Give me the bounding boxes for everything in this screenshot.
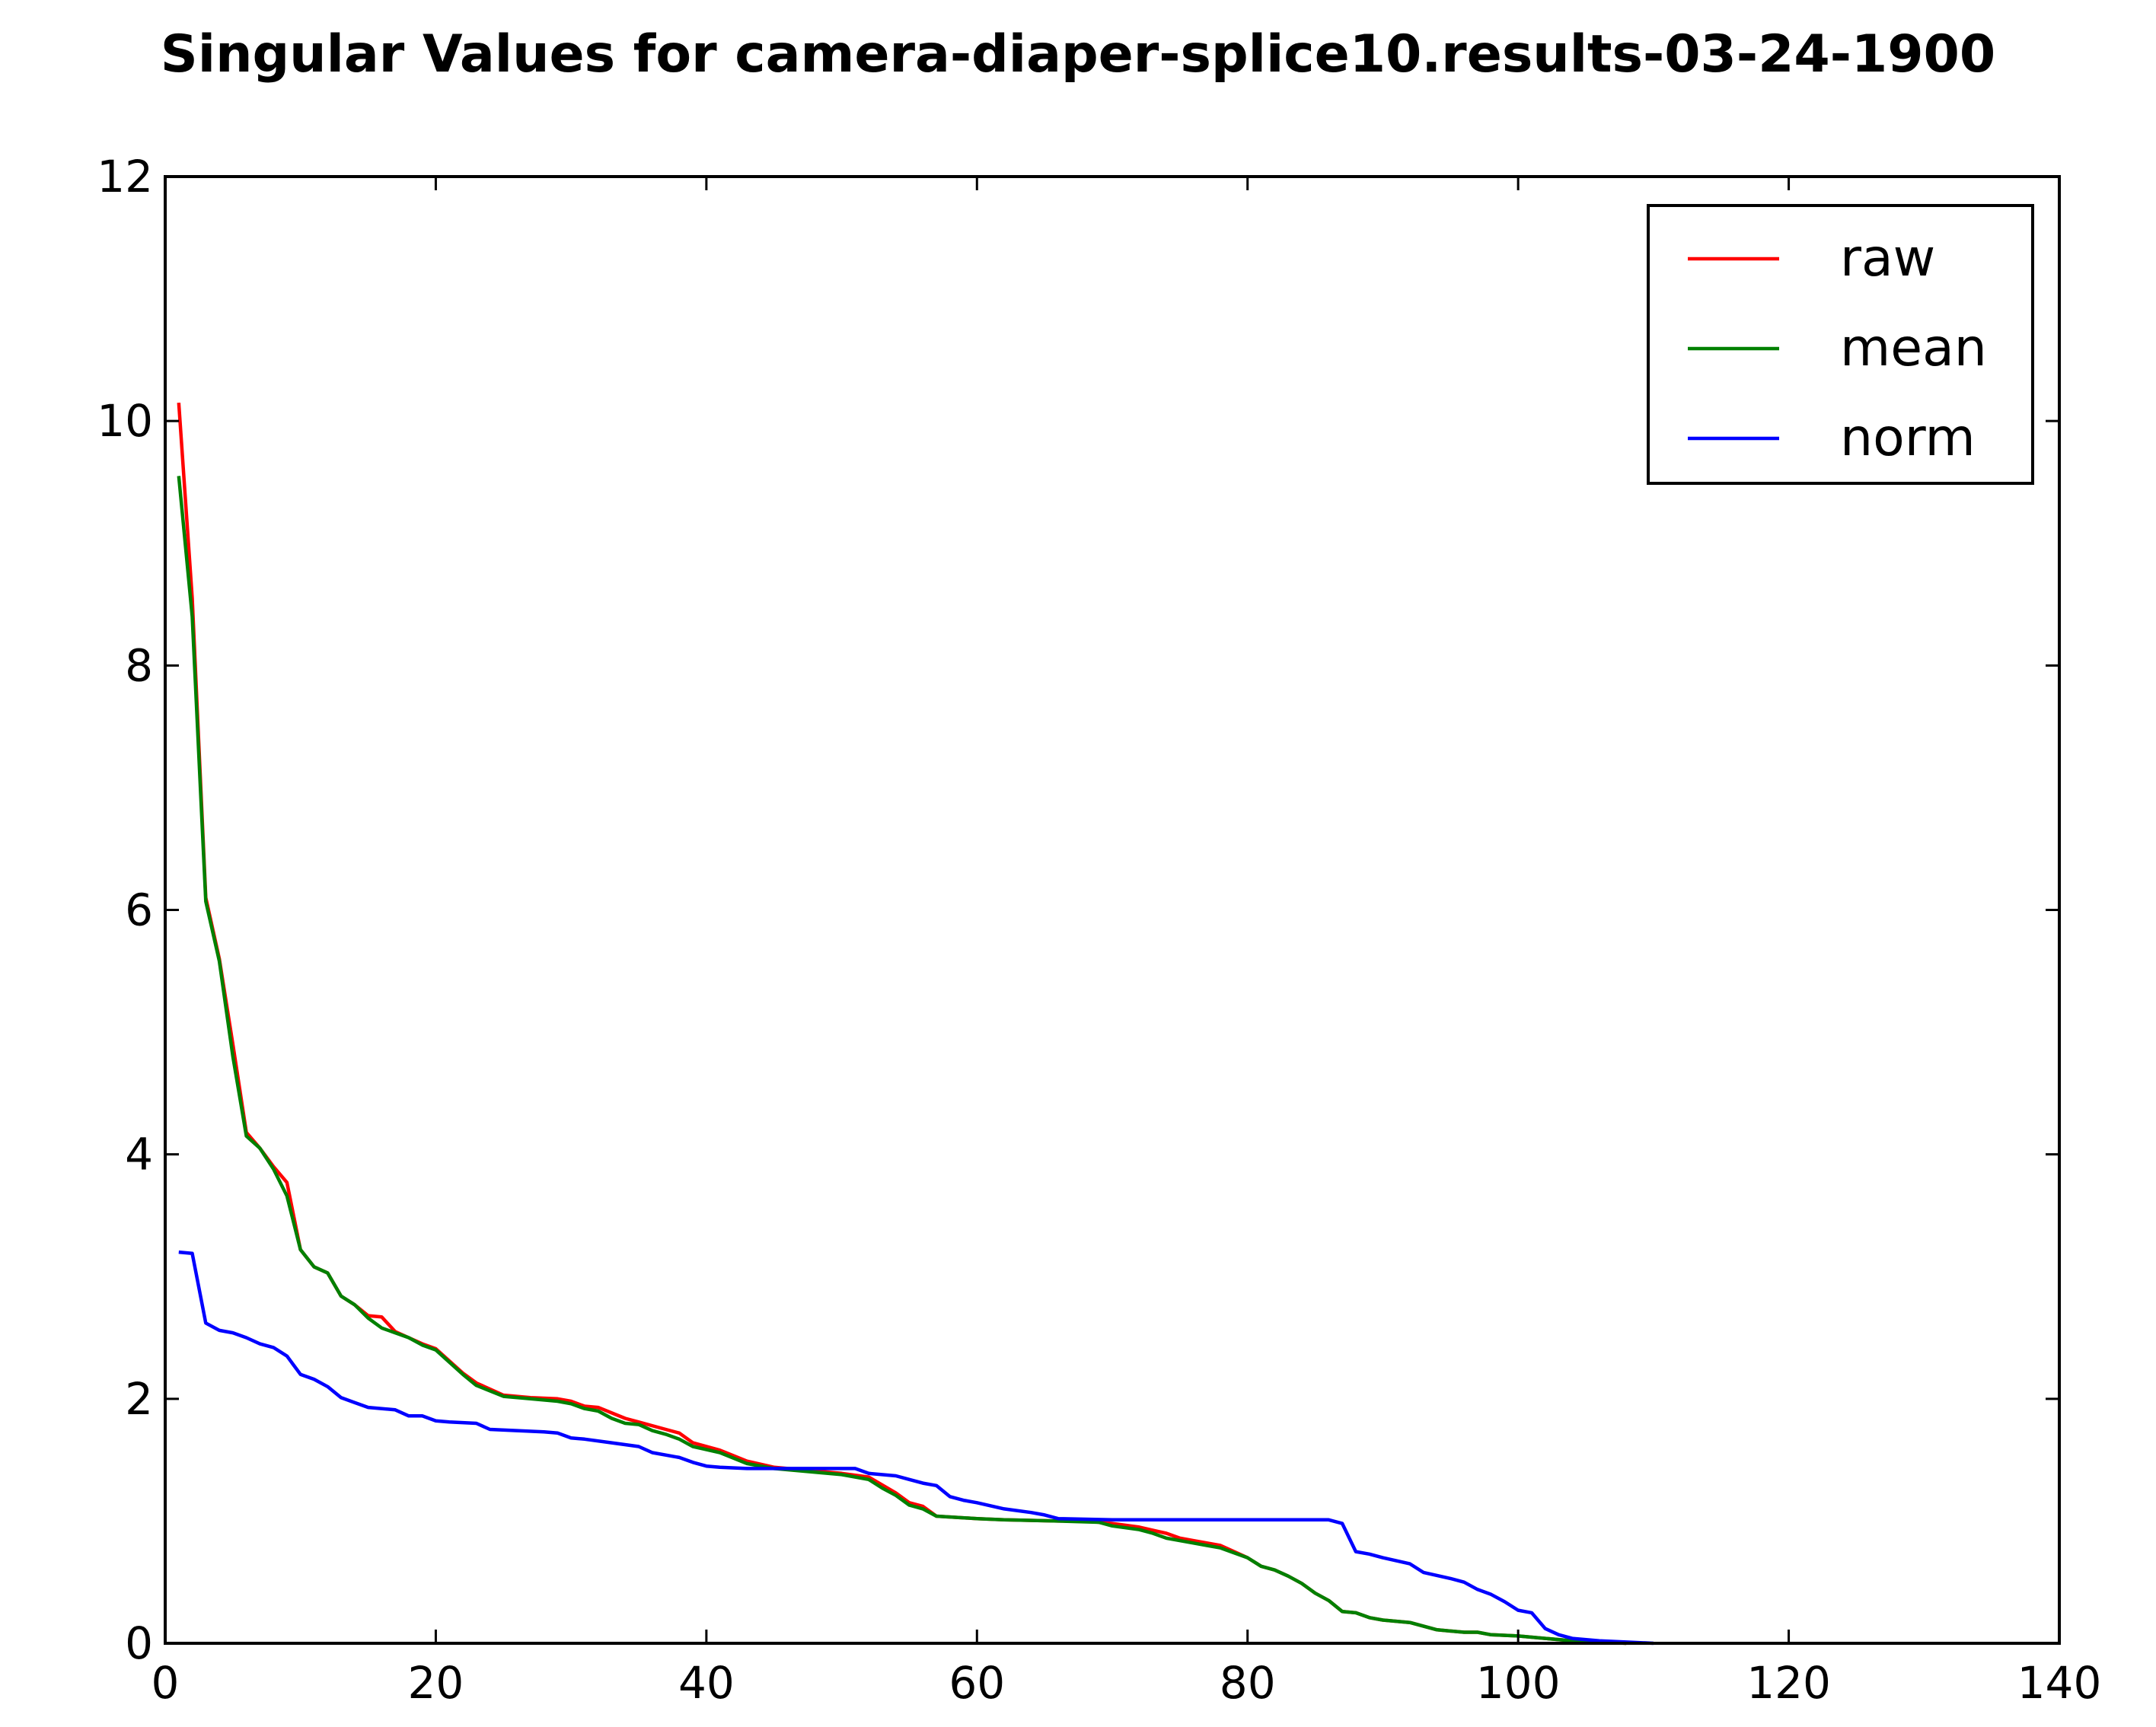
x-tick-label: 20 bbox=[408, 1657, 464, 1709]
ticks-layer: 0 20 40 60 80 100 120 140 0 2 4 6 8 10 12 bbox=[97, 151, 2101, 1709]
series-line-mean bbox=[177, 476, 1627, 1646]
legend-label-mean: mean bbox=[1840, 318, 1987, 378]
x-tick-label: 60 bbox=[949, 1657, 1005, 1709]
legend: raw mean norm bbox=[1647, 204, 2034, 485]
y-tick-label: 0 bbox=[125, 1617, 153, 1669]
plot-frame bbox=[164, 175, 2061, 1645]
x-tick-label: 80 bbox=[1220, 1657, 1276, 1709]
y-tick-label: 4 bbox=[125, 1129, 153, 1181]
x-tick-label: 120 bbox=[1746, 1657, 1831, 1709]
y-tick-label: 8 bbox=[125, 639, 153, 691]
x-tick-label: 100 bbox=[1476, 1657, 1561, 1709]
legend-label-raw: raw bbox=[1840, 228, 1935, 288]
y-tick-label: 10 bbox=[97, 395, 153, 447]
x-tick-label: 140 bbox=[2017, 1657, 2102, 1709]
chart-title: Singular Values for camera-diaper-splice… bbox=[161, 24, 1995, 84]
y-tick-label: 12 bbox=[97, 151, 153, 202]
series-line-norm bbox=[178, 1250, 1654, 1646]
series-layer bbox=[177, 402, 1654, 1646]
x-tick-label: 40 bbox=[678, 1657, 735, 1709]
x-tick-label: 0 bbox=[151, 1657, 180, 1709]
legend-label-norm: norm bbox=[1840, 408, 1976, 468]
y-tick-label: 6 bbox=[125, 884, 153, 936]
y-tick-label: 2 bbox=[125, 1373, 153, 1425]
